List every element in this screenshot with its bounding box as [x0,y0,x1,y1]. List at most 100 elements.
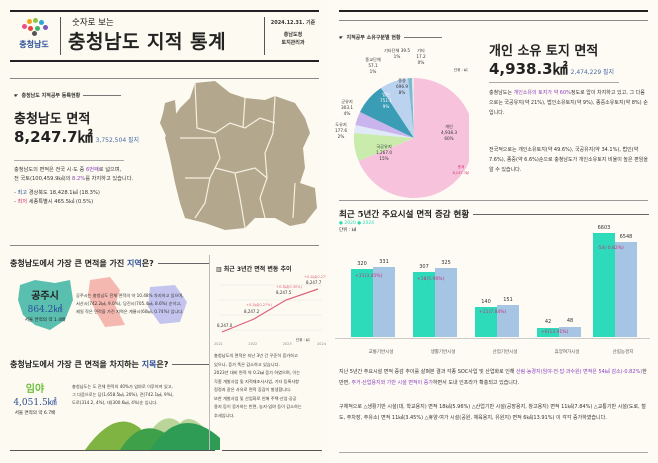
svg-text:60%: 60% [444,136,453,141]
svg-text:57.1: 57.1 [368,63,378,68]
svg-text:+0.3㎢(0.30%): +0.3㎢(0.30%) [276,284,302,289]
bar-2024 [435,268,457,337]
trend-x-axis: 2021 2022 2023 2024 [214,342,326,346]
section-rule-2 [10,245,319,246]
bar-2020 [537,328,559,337]
header-divider-right [264,17,265,55]
map-mainland [165,81,317,230]
bar-2024 [497,305,519,337]
right-top-rule [339,10,648,12]
svg-text:0%: 0% [418,60,425,65]
bar-2024 [559,327,581,337]
bar-group-leisure: 42 48 +6(13.91%) [537,227,597,337]
svg-text:1,267.0: 1,267.0 [376,150,392,155]
svg-text:도유지: 도유지 [335,121,347,128]
right-page: ☛ 지적공부 소유구분별 현황 개인 4,938.3 60% 국공유지 1,267.0… [329,0,658,463]
issue-org: 충남도청 [283,32,303,38]
header-top-rule [10,10,319,12]
svg-text:단위 : ㎢: 단위 : ㎢ [296,337,310,342]
largest-region-title: 충청남도에서 가장 큰 면적을 가진 지역은? [10,258,210,269]
svg-text:4%: 4% [344,111,351,116]
ownership-value: 4,938.3㎢ 2,474,229 필지 [489,60,615,78]
header-divider [60,17,61,55]
issue-date: 2024.12.31. 기준 [270,20,316,26]
logo-flower-icon [20,18,48,36]
category-name: 임야 [25,384,45,395]
largest-region-card: 공주시 864.2㎢ 서울 면적의 약 1.4배 [20,287,70,323]
facilities-unit: 단위 : ㎢ [339,228,357,233]
issue-dept: 토지관리과 [281,40,305,46]
logo-text: 충청남도 [19,40,49,49]
svg-text:2%: 2% [338,134,345,139]
header-kicker: 숫자로 보는 [72,18,114,28]
map-peninsula [160,100,180,156]
svg-text:8,247.0: 8,247.0 [217,323,233,328]
bar-group-industrial: 140 151 +11(7.84%) [475,227,535,337]
pointer-hand-icon: ☛ [14,92,19,99]
bottom-rule-trend [222,450,322,451]
ownership-desc-1: 충청남도는 개인소유의 토지가 약 60%정도로 압이 차지하고 있고, 그 다… [489,90,648,116]
bottom-rule-right [339,452,648,453]
largest-category-title: 충청남도에서 가장 큰 면적을 차지하는 지목은? [10,359,210,370]
ownership-parcels: 2,474,229 필지 [570,69,615,76]
dangjin-shape [148,285,187,324]
svg-text:법인: 법인 [382,91,390,97]
largest-category-card: 임야 4,051.5㎢ 서울 면적의 약 6.7배 [10,380,60,416]
ownership-divider [489,82,619,83]
chart-icon: ▥ [216,266,222,273]
svg-text:국공유지: 국공유지 [376,143,392,150]
svg-text:개인: 개인 [445,123,453,130]
bar-2024 [615,242,637,337]
trend-desc: 충청남도의 면적은 지난 3년 간 꾸준히 증가하고 있으나, 증가 폭은 감소… [214,353,302,418]
facilities-title: 최근 5년간 주요시설 면적 증감 현황 [339,208,649,220]
bar-2020 [593,233,615,337]
ownership-section-label: ☛ 지적공부 소유구분별 현황 [339,34,442,41]
region-area: 864.2㎢ [27,305,63,315]
facilities-desc-1: 지난 5년간 주요시설 면적 증감 추이를 살펴본 결과 각종 SOC사업 및 … [339,369,647,386]
area-parcels: 3,752,504 필지 [95,137,140,144]
ownership-heading: 개인 소유 토지 면적 [489,44,599,59]
trend-divider [209,255,210,450]
svg-text:8,247.7㎢: 8,247.7㎢ [453,170,469,175]
area-heading: 충청남도 면적 [14,112,91,127]
svg-text:종교단체: 종교단체 [365,56,381,63]
seosan-shape [88,277,125,327]
svg-text:696.9: 696.9 [396,84,408,89]
trend-line-chart: 8,247.0 8,247.2 8,247.5 8,247.7 +0.2㎢(0.… [217,275,326,342]
gongju-shape [18,280,73,330]
svg-text:1%: 1% [370,69,377,74]
area-divider [14,160,124,161]
svg-text:15%: 15% [379,156,388,161]
largest-region-desc: 공주시는 충청남도 전체 면적의 약 10.48% 차지하고 있으며, 서산시(… [76,293,184,314]
svg-text:+0.2㎢(0.27%): +0.2㎢(0.27%) [304,275,326,279]
facilities-desc-2: 구체적으로 △생활기반 시설(대, 학교용지) 면적 18㎢(5.96%) △산… [339,404,646,421]
area-value: 8,247.7㎢ 3,752,504 필지 [14,128,140,146]
svg-text:751.1: 751.1 [380,98,392,103]
svg-text:4,938.3: 4,938.3 [441,130,457,135]
logo: 충청남도 [14,18,54,50]
svg-text:기타단체 39.5: 기타단체 39.5 [384,48,410,54]
issue-info: 2024.12.31. 기준 충남도청 토지관리과 [268,19,318,47]
svg-text:8%: 8% [399,90,406,95]
area-description: 충청남도의 면적은 전국 시·도 중 6번째로 넓으며, 전 국토(100,45… [14,166,164,207]
category-area: 4,051.5㎢ [13,398,57,408]
svg-text:177.6: 177.6 [335,128,347,133]
svg-text:기타: 기타 [417,48,425,54]
bar-group-living: 307 325 +18(5.96%) [413,227,473,337]
svg-text:종중: 종중 [398,78,406,83]
bottom-rule-left [10,450,215,451]
page-title: 충청남도 지적 통계 [68,31,227,53]
right-top-thin-rule [339,20,648,21]
svg-text:303.1: 303.1 [341,105,353,110]
header-bottom-rule [10,60,319,62]
bar-2020 [351,269,373,337]
bar-group-transport: 320 331 +11(3.45%) [351,227,411,337]
trend-title: ▥ 최근 3년간 면적 변동 추이 [216,266,292,273]
svg-text:9%: 9% [383,104,390,109]
bar-2024 [373,267,395,337]
max-area-item: - 최고 경상북도 18,428.1㎢ (18.3%) [14,190,100,196]
mountains-illustration [85,418,220,450]
section-rule [10,78,319,79]
bar-group-forest-farmland: 6603 6548 -54(-0.82%) [593,225,653,337]
